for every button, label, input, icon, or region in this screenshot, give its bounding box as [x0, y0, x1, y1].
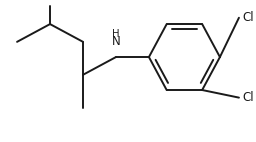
Text: Cl: Cl [243, 91, 254, 104]
Text: Cl: Cl [243, 11, 254, 24]
Text: H: H [112, 29, 120, 39]
Text: N: N [112, 35, 120, 48]
